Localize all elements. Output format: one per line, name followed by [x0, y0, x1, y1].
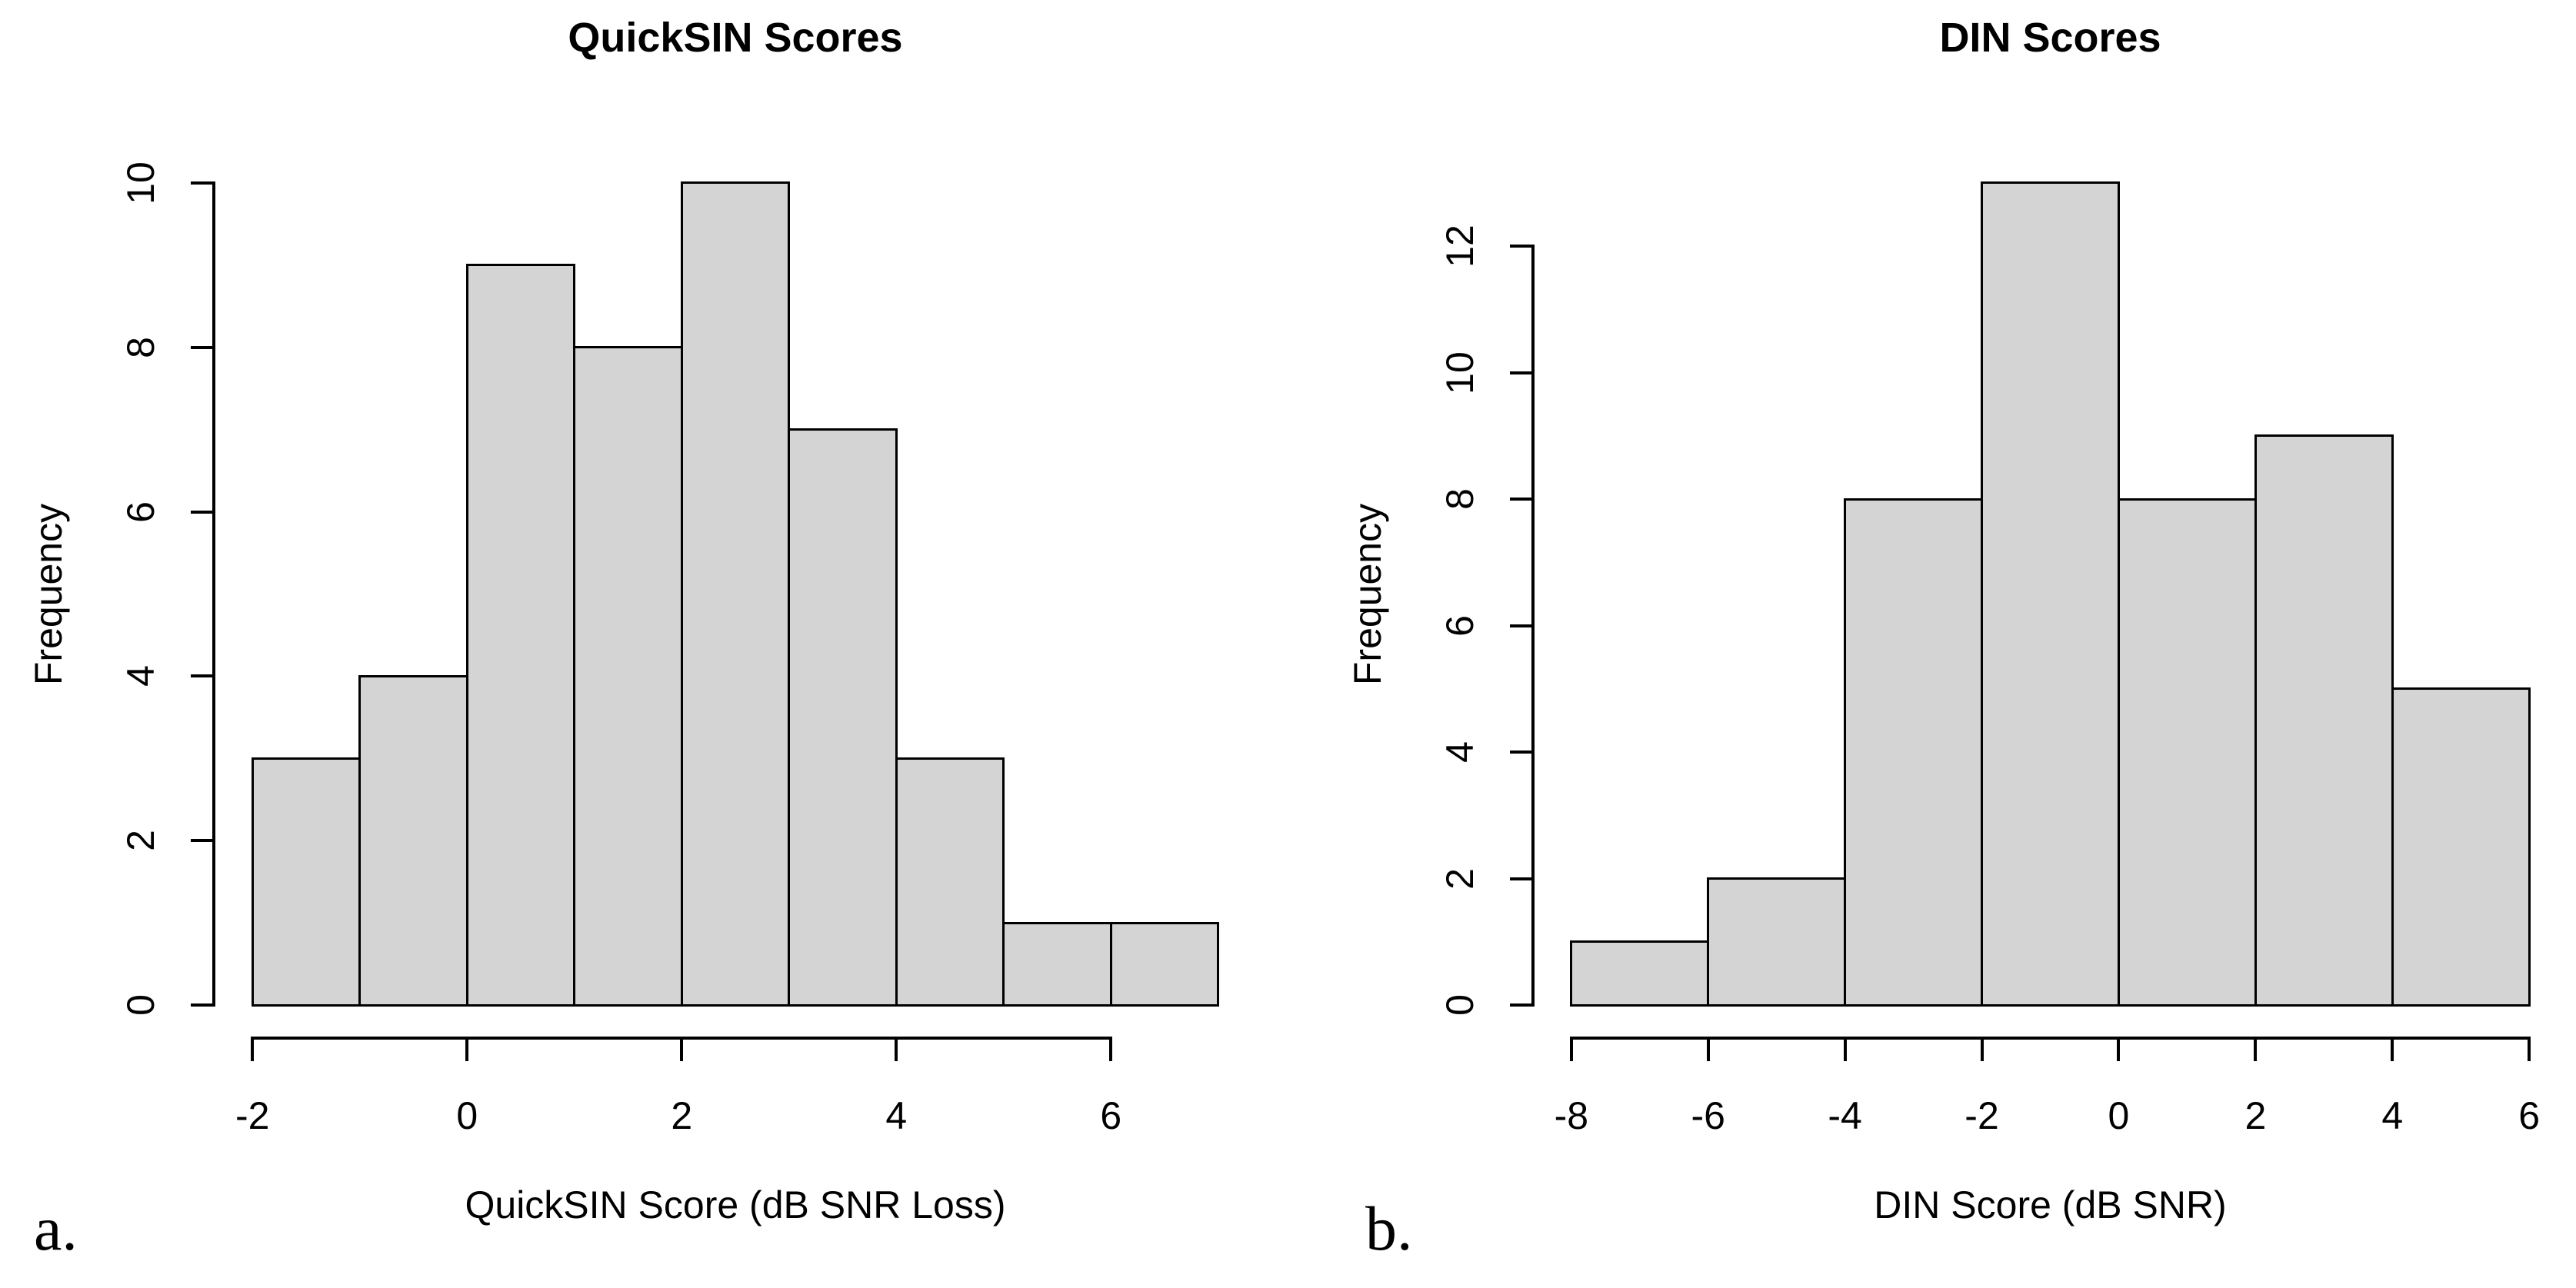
histogram-bar — [1570, 940, 1710, 1007]
x-tick-label: -4 — [1828, 1094, 1862, 1137]
histogram-bar — [465, 264, 576, 1007]
x-tick-label: 2 — [671, 1094, 693, 1137]
panel-din: DIN Scores Frequency -8 -6 -4 -2 0 2 4 6 0 2 4 6 8 10… — [1288, 0, 2576, 1288]
y-axis-tick — [1510, 498, 1533, 501]
histogram-bar — [358, 674, 468, 1007]
x-tick-label: 6 — [1100, 1094, 1122, 1137]
histogram-bar — [2391, 687, 2531, 1007]
x-tick-label: 0 — [2108, 1094, 2130, 1137]
x-axis-tick — [1706, 1038, 1710, 1061]
x-axis-tick — [1109, 1038, 1113, 1061]
y-tick-label: 6 — [1438, 614, 1481, 637]
plot-area-din: -8 -6 -4 -2 0 2 4 6 0 2 4 6 8 10 12 — [1438, 150, 2568, 1137]
x-tick-label: -8 — [1554, 1094, 1589, 1137]
panel-letter-a: a. — [34, 1193, 78, 1263]
x-axis-tick — [2254, 1038, 2258, 1061]
histogram-bar — [1707, 877, 1847, 1007]
y-axis-tick — [191, 510, 214, 514]
histogram-bar — [895, 757, 1005, 1007]
x-axis-tick — [680, 1038, 684, 1061]
y-tick-label: 0 — [1438, 994, 1481, 1017]
x-tick-label: 4 — [885, 1094, 908, 1137]
x-axis-tick — [895, 1038, 898, 1061]
y-axis-tick — [1510, 245, 1533, 248]
x-tick-label: -6 — [1691, 1094, 1725, 1137]
y-tick-label: 4 — [1438, 741, 1481, 764]
histogram-bar — [680, 181, 791, 1007]
y-axis-tick — [191, 674, 214, 678]
y-axis-tick — [1510, 877, 1533, 880]
y-tick-label: 8 — [1438, 488, 1481, 510]
y-axis-tick — [191, 181, 214, 185]
histogram-bar — [1981, 181, 2120, 1007]
x-axis-tick — [2391, 1038, 2394, 1061]
histogram-bar — [2254, 434, 2394, 1007]
y-tick-label: 12 — [1438, 225, 1481, 268]
histogram-bar — [788, 428, 898, 1007]
y-axis-label: Frequency — [1346, 503, 1389, 685]
y-tick-label: 10 — [119, 161, 162, 205]
y-axis-tick — [1510, 624, 1533, 627]
x-tick-label: 6 — [2518, 1094, 2541, 1137]
y-axis-line — [212, 181, 215, 1007]
y-axis-tick — [1510, 371, 1533, 374]
x-tick-label: 0 — [456, 1094, 478, 1137]
x-tick-label: 2 — [2244, 1094, 2267, 1137]
x-axis-tick — [1980, 1038, 1984, 1061]
y-axis-tick — [191, 839, 214, 843]
plot-area-quicksin: -2 0 2 4 6 0 2 4 6 8 10 — [119, 150, 1257, 1137]
x-axis-tick — [1569, 1038, 1573, 1061]
y-tick-label: 4 — [119, 665, 162, 687]
x-axis-tick — [2528, 1038, 2531, 1061]
histogram-bar — [2117, 498, 2257, 1007]
panel-letter-b: b. — [1365, 1193, 1413, 1263]
histogram-bar — [1002, 921, 1112, 1007]
y-axis-tick — [1510, 1003, 1533, 1007]
histogram-bar — [1844, 498, 1984, 1007]
x-axis-tick — [2117, 1038, 2121, 1061]
x-tick-label: -2 — [1964, 1094, 1999, 1137]
y-tick-label: 2 — [119, 830, 162, 852]
chart-title: DIN Scores — [1939, 15, 2161, 61]
panel-quicksin: QuickSIN Scores Frequency -2 0 2 4 6 0 2 4 6 8 10 … — [27, 15, 1257, 1263]
x-axis-label: QuickSIN Score (dB SNR Loss) — [465, 1183, 1006, 1226]
y-tick-label: 6 — [119, 501, 162, 523]
histogram-bar — [1109, 921, 1220, 1007]
x-axis-tick — [465, 1038, 469, 1061]
y-axis-line — [1531, 245, 1535, 1007]
histogram-bar — [573, 346, 683, 1007]
y-tick-label: 10 — [1438, 351, 1481, 394]
y-axis-tick — [1510, 751, 1533, 754]
x-tick-label: 4 — [2381, 1094, 2404, 1137]
x-tick-label: -2 — [235, 1094, 270, 1137]
chart-title: QuickSIN Scores — [568, 15, 903, 61]
y-axis-tick — [191, 1003, 214, 1007]
x-axis-tick — [1843, 1038, 1847, 1061]
x-axis-tick — [251, 1038, 255, 1061]
x-axis-label: DIN Score (dB SNR) — [1874, 1183, 2227, 1226]
y-tick-label: 8 — [119, 336, 162, 358]
y-axis-tick — [191, 345, 214, 349]
y-tick-label: 0 — [119, 994, 162, 1017]
x-axis-line — [1569, 1037, 2531, 1040]
histogram-bar — [251, 757, 362, 1007]
y-tick-label: 2 — [1438, 867, 1481, 890]
y-axis-label: Frequency — [27, 503, 70, 685]
